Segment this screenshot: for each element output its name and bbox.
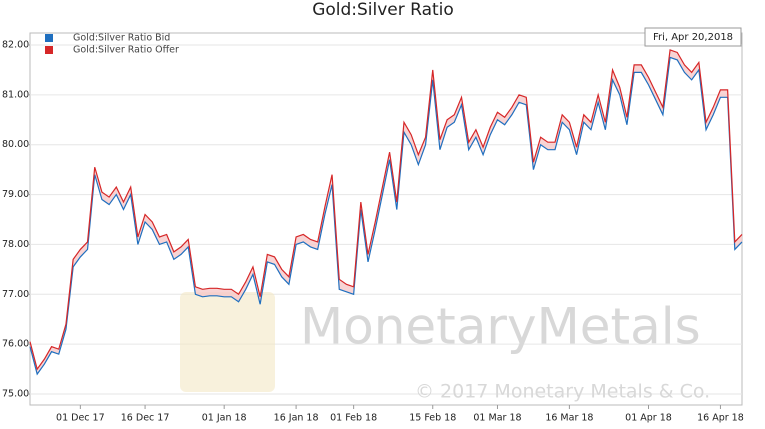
date-label: Fri, Apr 20,2018 <box>653 32 733 43</box>
y-tick-label: 76.00 <box>2 339 29 350</box>
x-tick-label: 01 Apr 18 <box>625 413 672 424</box>
x-tick-label: 16 Apr 18 <box>697 413 744 424</box>
x-tick-label: 15 Feb 18 <box>409 413 456 424</box>
x-tick-label: 16 Mar 18 <box>545 413 593 424</box>
watermark-logo <box>180 292 275 392</box>
y-tick-label: 78.00 <box>2 239 29 250</box>
spread-band <box>30 49 742 375</box>
x-tick-label: 01 Dec 17 <box>56 413 105 424</box>
x-tick-label: 16 Jan 18 <box>274 413 319 424</box>
y-tick-label: 80.00 <box>2 139 29 150</box>
y-tick-label: 82.00 <box>2 39 29 50</box>
chart-title: Gold:Silver Ratio <box>312 0 454 20</box>
watermark: MonetaryMetals <box>300 298 701 356</box>
y-tick-label: 75.00 <box>2 389 29 400</box>
plot-frame <box>29 32 743 406</box>
legend-swatch <box>45 34 53 42</box>
x-tick-label: 01 Jan 18 <box>202 413 247 424</box>
x-tick-label: 01 Mar 18 <box>473 413 521 424</box>
series-line <box>29 56 743 376</box>
y-tick-label: 81.00 <box>2 89 29 100</box>
y-tick-label: 79.00 <box>2 189 29 200</box>
legend-swatch <box>45 46 53 54</box>
watermark-group: MonetaryMetals © 2017 Monetary Metals & … <box>180 292 710 403</box>
x-tick-label: 16 Dec 17 <box>121 413 170 424</box>
x-tick-label: 01 Feb 18 <box>330 413 377 424</box>
y-tick-label: 77.00 <box>2 289 29 300</box>
date-box <box>644 27 742 47</box>
legend-label: Gold:Silver Ratio Bid <box>73 33 170 44</box>
copyright: © 2017 Monetary Metals & Co. <box>415 381 710 403</box>
series-line <box>29 49 743 371</box>
legend-label: Gold:Silver Ratio Offer <box>73 45 179 56</box>
